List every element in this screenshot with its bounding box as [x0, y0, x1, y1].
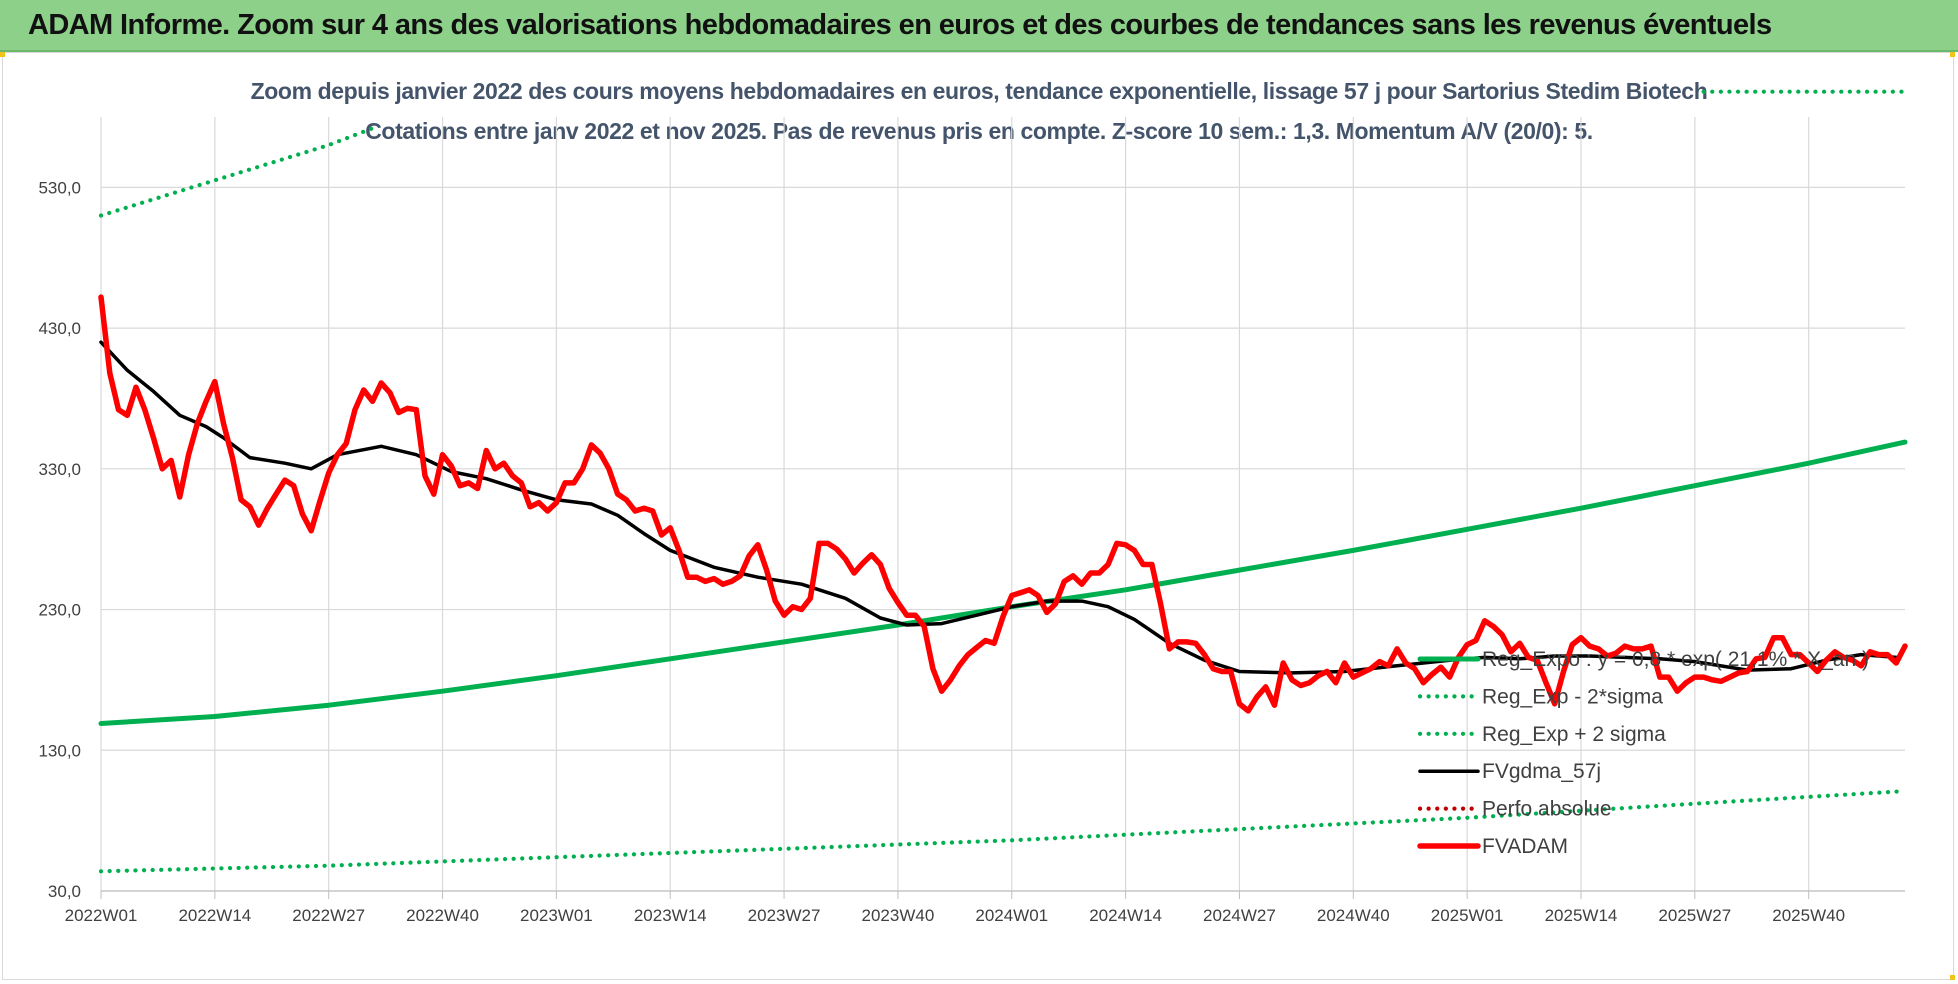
series-line-reg-exp-2-sigma	[98, 126, 375, 218]
x-tick-label: 2025W40	[1772, 906, 1845, 925]
y-tick-label: 30,0	[48, 882, 81, 901]
series-line-reg-expo-y-0-8-exp-21-1-x-an	[98, 439, 1908, 726]
x-tick-label: 2023W40	[862, 906, 935, 925]
axes: 30,0 130,0 230,0 330,0 430,0 530,0 2022W01 2022…	[38, 178, 1905, 925]
chart-title: Zoom depuis janvier 2022 des cours moyen…	[250, 78, 1708, 104]
corner-handle	[0, 52, 5, 57]
legend: Reg_Expo : y = 0,8 * exp( 21,1% * X_an )…	[1417, 648, 1869, 858]
y-tick-label: 130,0	[38, 741, 81, 760]
x-tick-label: 2022W01	[65, 906, 138, 925]
x-tick-label: 2025W27	[1658, 906, 1731, 925]
series-line-fvadam	[98, 294, 1908, 714]
chart-subtitle: Cotations entre janv 2022 et nov 2025. P…	[365, 118, 1593, 144]
x-tick-label: 2022W14	[178, 906, 251, 925]
corner-handle	[1950, 975, 1955, 980]
y-tick-label: 430,0	[38, 319, 81, 338]
gridlines	[100, 117, 1905, 892]
legend-label: Reg_Exp + 2 sigma	[1482, 723, 1666, 746]
x-tick-label: 2024W01	[975, 906, 1048, 925]
corner-handle	[1950, 52, 1955, 57]
legend-label: FVADAM	[1482, 835, 1568, 858]
x-tick-label: 2024W27	[1203, 906, 1276, 925]
x-tick-label: 2025W14	[1545, 906, 1618, 925]
y-tick-label: 530,0	[38, 178, 81, 197]
x-tick-label: 2023W14	[634, 906, 707, 925]
report-banner: ADAM Informe. Zoom sur 4 ans des valoris…	[0, 0, 1958, 52]
x-tick-label: 2022W40	[406, 906, 479, 925]
legend-label: FVgdma_57j	[1482, 760, 1601, 783]
y-tick-label: 330,0	[38, 460, 81, 479]
x-tick-label: 2022W27	[292, 906, 365, 925]
legend-label: Reg_Expo : y = 0,8 * exp( 21,1% * X_an )	[1482, 648, 1869, 671]
legend-label: Reg_Exp - 2*sigma	[1482, 685, 1663, 708]
legend-label: Perfo absolue	[1482, 798, 1612, 821]
report-title: ADAM Informe. Zoom sur 4 ans des valoris…	[28, 9, 1772, 41]
series-layer	[98, 89, 1908, 874]
x-tick-label: 2023W01	[520, 906, 593, 925]
x-tick-label: 2025W01	[1431, 906, 1504, 925]
chart-frame	[2, 52, 1954, 980]
x-tick-label: 2023W27	[748, 906, 821, 925]
series-line-reg-exp-2-sigma	[98, 789, 1908, 874]
y-tick-label: 230,0	[38, 601, 81, 620]
x-tick-label: 2024W40	[1317, 906, 1390, 925]
x-tick-label: 2024W14	[1089, 906, 1162, 925]
